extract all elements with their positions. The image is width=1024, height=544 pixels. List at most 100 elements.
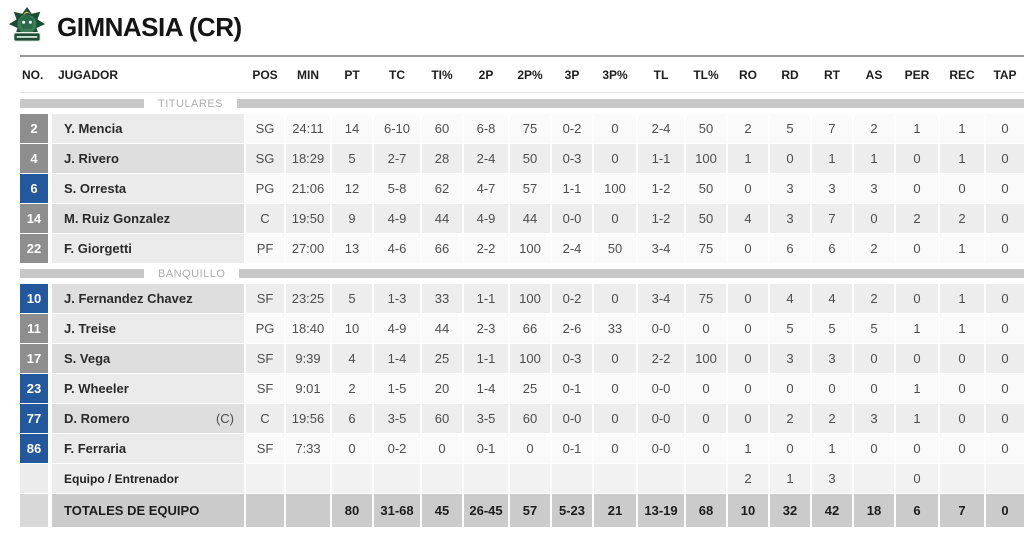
stat-pt: 0: [332, 434, 372, 463]
col-header-rd: RD: [770, 57, 810, 92]
stat-ti-pct: [422, 464, 462, 493]
stat-ti-pct: 20: [422, 374, 462, 403]
stat-rec: 0: [940, 344, 984, 373]
stat-rt: 1: [812, 434, 852, 463]
col-header-tl-pct: TL%: [686, 57, 726, 92]
stat-3p: [552, 464, 592, 493]
player-name-cell: Y. Mencia: [52, 114, 244, 143]
player-name: J. Rivero: [64, 151, 119, 166]
player-row[interactable]: 17 S. Vega SF 9:39 4 1-4 25 1-1 100 0-3 0 2-2 100 0 3 3…: [20, 344, 1024, 373]
stat-tl-pct: 75: [686, 234, 726, 263]
stat-per: 1: [896, 314, 938, 343]
stat-min: 9:39: [286, 344, 330, 373]
stat-rd: 4: [770, 284, 810, 313]
stat-2p-pct: 57: [510, 174, 550, 203]
stat-rt: 5: [812, 314, 852, 343]
stat-pt: 13: [332, 234, 372, 263]
player-row[interactable]: 77 D. Romero (C) C 19:56 6 3-5 60 3-5 60 0-0 0 0-0 0 0…: [20, 404, 1024, 433]
player-row[interactable]: 6 S. Orresta PG 21:06 12 5-8 62 4-7 57 1-1 100 1-2 5…: [20, 174, 1024, 203]
stat-2p: 4-9: [464, 204, 508, 233]
stat-tc: 6-10: [374, 114, 420, 143]
col-header-jugador: JUGADOR: [52, 57, 244, 92]
player-row[interactable]: 23 P. Wheeler SF 9:01 2 1-5 20 1-4 25 0-1 0 0-0 0 0 0 0…: [20, 374, 1024, 403]
player-name-cell: J. Rivero: [52, 144, 244, 173]
player-row[interactable]: 86 F. Ferraria SF 7:33 0 0-2 0 0-1 0 0-1 0 0-0 0 1 0 1 0…: [20, 434, 1024, 463]
stat-pt: 2: [332, 374, 372, 403]
stat-per: 6: [896, 494, 938, 527]
stat-tap: 0: [986, 434, 1024, 463]
stat-pos: C: [246, 404, 284, 433]
stat-tl-pct: 50: [686, 204, 726, 233]
stat-rec: 1: [940, 314, 984, 343]
stat-per: 0: [896, 344, 938, 373]
stat-ro: 2: [728, 464, 768, 493]
stat-2p-pct: 57: [510, 494, 550, 527]
player-name: P. Wheeler: [64, 381, 129, 396]
stat-3p: 5-23: [552, 494, 592, 527]
col-header-2p: 2P: [464, 57, 508, 92]
stat-per: 0: [896, 284, 938, 313]
stat-tap: 0: [986, 314, 1024, 343]
stat-3p: 0-0: [552, 204, 592, 233]
stat-tc: 3-5: [374, 404, 420, 433]
stat-pos: SG: [246, 114, 284, 143]
stat-tl: 2-2: [638, 344, 684, 373]
stat-rd: 3: [770, 344, 810, 373]
stat-pt: 12: [332, 174, 372, 203]
stat-rec: 0: [940, 404, 984, 433]
col-header-pt: PT: [332, 57, 372, 92]
stat-as: 2: [854, 284, 894, 313]
stat-pt: 10: [332, 314, 372, 343]
stat-2p: 1-1: [464, 344, 508, 373]
stat-2p-pct: 25: [510, 374, 550, 403]
stat-rec: 0: [940, 174, 984, 203]
stat-3p: 1-1: [552, 174, 592, 203]
stat-as: 3: [854, 404, 894, 433]
stat-per: 1: [896, 404, 938, 433]
section-header-1: BANQUILLO: [20, 264, 1024, 283]
stat-rt: 7: [812, 204, 852, 233]
section-bar: [20, 269, 144, 278]
player-row[interactable]: 2 Y. Mencia SG 24:11 14 6-10 60 6-8 75 0-2 0 2-4 50 2…: [20, 114, 1024, 143]
player-row[interactable]: 11 J. Treise PG 18:40 10 4-9 44 2-3 66 2-6 33 0-0 0 0…: [20, 314, 1024, 343]
stat-tl-pct: 100: [686, 344, 726, 373]
stat-3p-pct: 100: [594, 174, 636, 203]
stat-tl: 0-0: [638, 404, 684, 433]
col-header-ro: RO: [728, 57, 768, 92]
player-number-badge: 77: [20, 404, 48, 433]
col-header-rt: RT: [812, 57, 852, 92]
section-bar: [239, 269, 1024, 278]
player-row[interactable]: 22 F. Giorgetti PF 27:00 13 4-6 66 2-2 100 2-4 50 3…: [20, 234, 1024, 263]
stat-rt: 3: [812, 464, 852, 493]
stat-2p: 0-1: [464, 434, 508, 463]
stat-ro: 1: [728, 434, 768, 463]
col-header-min: MIN: [286, 57, 330, 92]
player-row[interactable]: 14 M. Ruiz Gonzalez C 19:50 9 4-9 44 4-9 44 0-0 0 1…: [20, 204, 1024, 233]
stat-min: 7:33: [286, 434, 330, 463]
player-row[interactable]: 4 J. Rivero SG 18:29 5 2-7 28 2-4 50 0-3 0 1-1 100 1 0…: [20, 144, 1024, 173]
team-name: GIMNASIA (CR): [57, 11, 242, 42]
stat-tc: 4-9: [374, 204, 420, 233]
player-row[interactable]: 10 J. Fernandez Chavez SF 23:25 5 1-3 33 1-1 100…: [20, 284, 1024, 313]
stat-rec: 1: [940, 114, 984, 143]
stat-2p-pct: [510, 464, 550, 493]
stat-3p-pct: 0: [594, 284, 636, 313]
stat-tc: 0-2: [374, 434, 420, 463]
stat-min: 18:40: [286, 314, 330, 343]
player-number-badge: 4: [20, 144, 48, 173]
stat-3p: 0-0: [552, 404, 592, 433]
stat-tc: 1-5: [374, 374, 420, 403]
stat-as: 0: [854, 374, 894, 403]
stat-tap: 0: [986, 174, 1024, 203]
stat-2p: 26-45: [464, 494, 508, 527]
stat-tl: 1-2: [638, 204, 684, 233]
stat-min: 23:25: [286, 284, 330, 313]
stat-rd: 5: [770, 114, 810, 143]
player-number-badge: 6: [20, 174, 48, 203]
player-name-cell: P. Wheeler: [52, 374, 244, 403]
stat-per: 2: [896, 204, 938, 233]
stat-rt: 4: [812, 284, 852, 313]
stat-2p-pct: 100: [510, 284, 550, 313]
stat-per: 0: [896, 144, 938, 173]
stat-as: 2: [854, 114, 894, 143]
